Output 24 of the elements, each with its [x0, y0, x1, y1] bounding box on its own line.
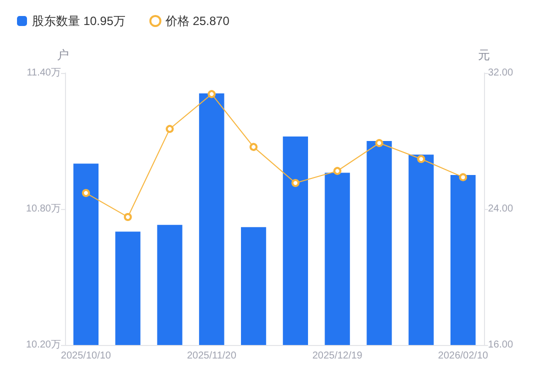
point — [417, 155, 426, 164]
point — [291, 178, 300, 187]
x-tick-label: 2025/10/10 — [60, 350, 112, 362]
y2-tick-label: 16.00 — [488, 340, 514, 350]
point — [250, 142, 258, 151]
y2-tick-label: 24.00 — [488, 204, 514, 214]
point — [208, 90, 216, 98]
y-axis-title: 户 — [57, 48, 69, 62]
point — [459, 173, 468, 182]
y2-axis-title: 元 — [478, 48, 490, 62]
y2-tick-label: 32.00 — [488, 68, 514, 78]
y-tick-label: 11.40万 — [26, 68, 61, 78]
point — [375, 139, 384, 148]
x-tick-label: 2026/02/10 — [438, 350, 489, 362]
point — [166, 124, 174, 133]
y-tick-label: 10.20万 — [26, 340, 61, 350]
point — [333, 166, 342, 175]
legend-label: 股东数量 10.95万 — [32, 14, 126, 28]
x-tick-label: 2025/12/19 — [312, 350, 363, 362]
legend-label: 价格 25.870 — [164, 14, 230, 28]
y-tick-label: 10.80万 — [26, 204, 61, 214]
x-tick-label: 2025/11/20 — [186, 350, 237, 362]
point — [82, 189, 90, 198]
point — [124, 212, 132, 221]
